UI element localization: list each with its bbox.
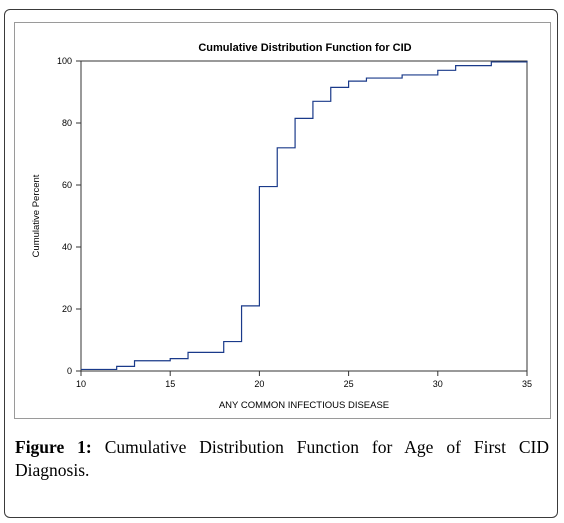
chart-title: Cumulative Distribution Function for CID [198, 42, 411, 54]
y-tick-label: 0 [67, 366, 72, 376]
caption-text: Cumulative Distribution Function for Age… [15, 437, 549, 480]
x-tick-label: 10 [76, 379, 86, 389]
x-axis: 10 15 20 25 30 35 [76, 371, 532, 389]
plot-panel [14, 22, 551, 419]
figure-caption: Figure 1: Cumulative Distribution Functi… [15, 436, 549, 482]
x-tick-label: 25 [344, 379, 354, 389]
y-axis: 0 20 40 60 80 100 [57, 56, 81, 376]
x-tick-label: 15 [165, 379, 175, 389]
plot-area-border [80, 60, 528, 372]
y-tick-label: 40 [62, 242, 72, 252]
y-tick-label: 80 [62, 118, 72, 128]
y-tick-label: 60 [62, 180, 72, 190]
cdf-step-line [81, 61, 528, 371]
y-tick-label: 100 [57, 56, 72, 66]
x-tick-label: 20 [254, 379, 264, 389]
x-tick-label: 30 [433, 379, 443, 389]
y-axis-label: Cumulative Percent [31, 174, 42, 257]
y-tick-label: 20 [62, 304, 72, 314]
caption-label: Figure 1: [15, 437, 92, 457]
x-axis-label: ANY COMMON INFECTIOUS DISEASE [219, 400, 389, 411]
x-tick-label: 35 [522, 379, 532, 389]
